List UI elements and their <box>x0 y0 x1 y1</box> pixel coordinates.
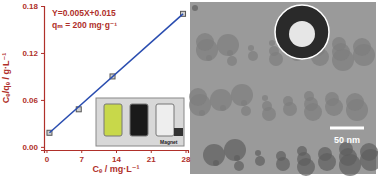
x-axis-title: Cₑ / mg·L⁻¹ <box>92 164 139 174</box>
particle <box>325 92 339 106</box>
tick-label: 0.06 <box>22 96 38 105</box>
tick-label: 7 <box>80 155 85 164</box>
particle <box>360 143 378 161</box>
particle <box>189 88 207 106</box>
tick-label: 14 <box>112 155 121 164</box>
marks <box>47 11 186 135</box>
tem-background <box>190 2 376 174</box>
particle <box>262 101 272 111</box>
particle <box>269 46 279 56</box>
scale-label: 50 nm <box>334 135 360 145</box>
tick: 0 <box>45 150 50 164</box>
tick-label: 21 <box>147 155 156 164</box>
tick: 28 <box>182 150 191 164</box>
particle <box>203 144 225 166</box>
particle <box>304 91 314 101</box>
vial <box>130 104 148 136</box>
tick-label: 0.18 <box>22 2 38 11</box>
tick: 14 <box>112 150 121 164</box>
tick: 0.12 <box>22 49 44 58</box>
tick: 7 <box>80 150 85 164</box>
inset-frame <box>96 98 184 146</box>
tick: 0.06 <box>22 96 44 105</box>
scale-bar <box>330 127 364 130</box>
particle <box>248 51 258 61</box>
tick-mark <box>46 150 47 153</box>
vial <box>104 104 122 136</box>
particle <box>353 38 371 56</box>
vial <box>156 104 174 136</box>
tick: 0.00 <box>22 143 44 152</box>
particle <box>196 33 214 51</box>
particle <box>269 40 275 46</box>
inset-core <box>289 21 315 47</box>
tick: 0.18 <box>22 2 44 11</box>
y-axis: 0.00 0.06 0.12 0.18 <box>22 2 44 152</box>
vials-inset <box>96 98 184 146</box>
fit-line <box>49 14 183 133</box>
particle <box>283 96 293 106</box>
particle <box>234 161 244 171</box>
tick-mark <box>81 150 82 153</box>
inset-circle <box>275 5 329 59</box>
tem-image <box>189 2 378 176</box>
tick-label: 28 <box>182 155 191 164</box>
particle <box>318 147 332 161</box>
magnet <box>174 128 183 136</box>
particle <box>192 5 198 11</box>
particle <box>297 146 307 156</box>
particle <box>262 95 268 101</box>
particle <box>255 150 261 156</box>
particle <box>346 93 364 111</box>
tick-mark <box>41 53 44 54</box>
tick-mark <box>116 150 117 153</box>
y-axis-title: Cₑ/qₑ / g·L⁻¹ <box>1 53 11 104</box>
tick-mark <box>41 147 44 148</box>
particle <box>231 84 253 106</box>
particle <box>276 151 286 161</box>
tick-mark <box>186 150 187 153</box>
tick-label: 0.00 <box>22 143 38 152</box>
particle <box>332 37 346 51</box>
particle <box>224 139 246 161</box>
tick: 21 <box>147 150 156 164</box>
particle <box>241 106 251 116</box>
particle <box>217 34 239 56</box>
x-axis: 0 7 14 21 28 <box>45 150 192 164</box>
tick-mark <box>151 150 152 153</box>
particle <box>255 156 265 166</box>
tick-mark <box>41 100 44 101</box>
tick-mark <box>41 6 44 7</box>
equation: Y=0.005X+0.015 <box>52 8 116 18</box>
particle <box>210 89 232 111</box>
axis-line <box>41 7 45 151</box>
tick-label: 0.12 <box>22 49 38 58</box>
axis-line <box>45 151 189 154</box>
magnet-label: Magnet <box>160 139 178 145</box>
particle <box>248 45 254 51</box>
capacity: qₘ = 200 mg·g⁻¹ <box>52 20 117 30</box>
tick-label: 0 <box>45 155 50 164</box>
particle <box>227 56 237 66</box>
